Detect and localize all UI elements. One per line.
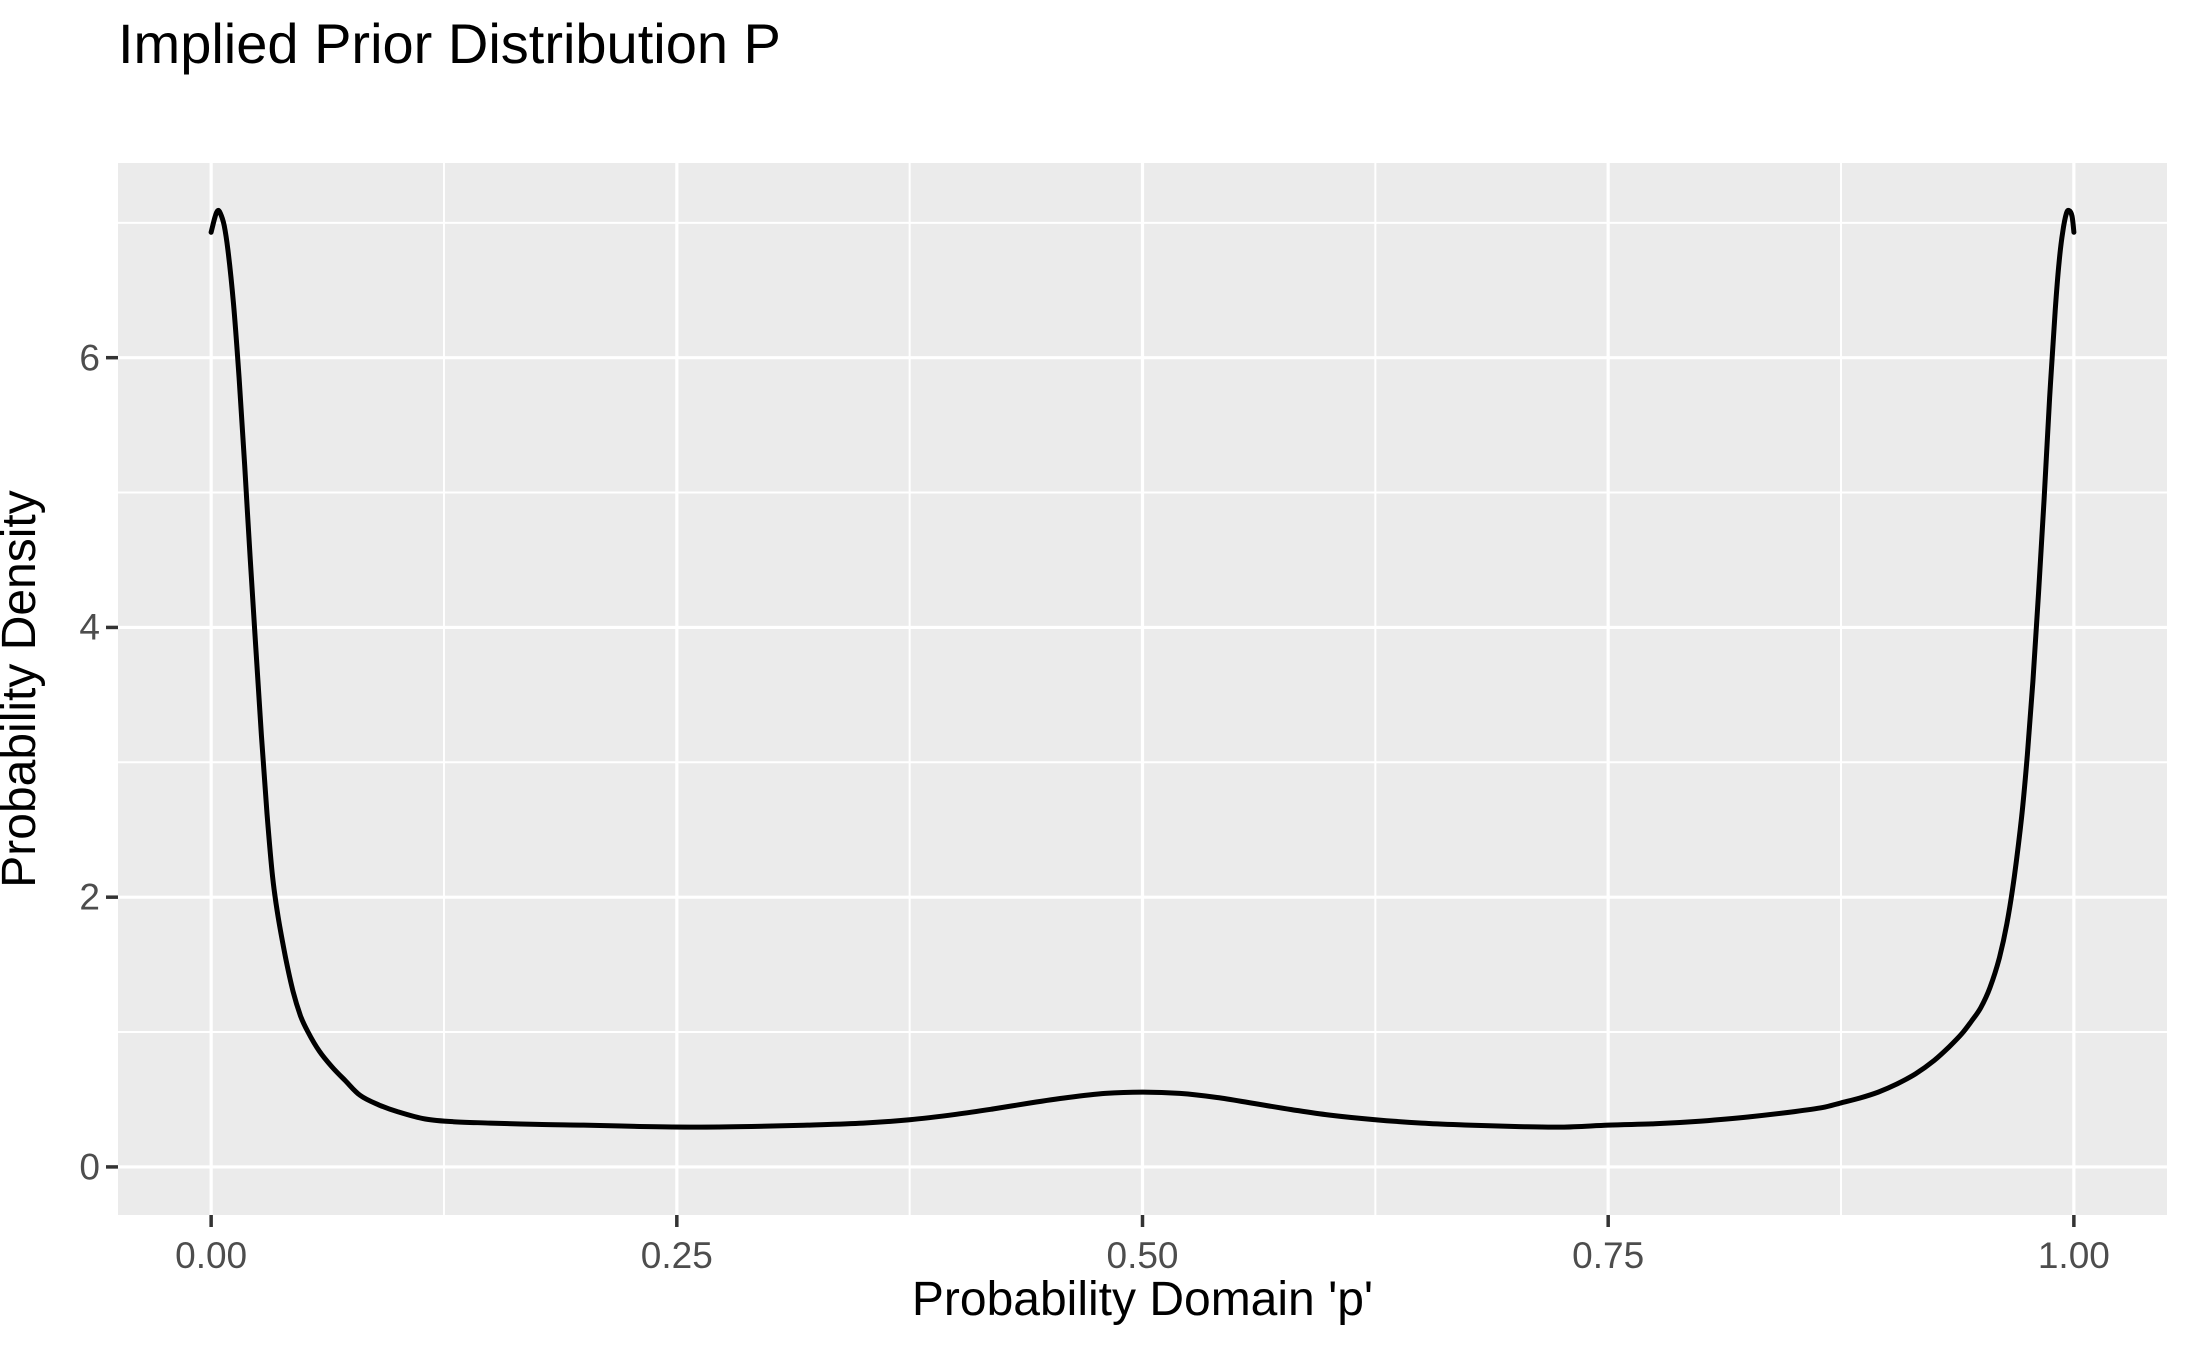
x-tick-label: 1.00	[2037, 1235, 2110, 1276]
x-tick-label: 0.50	[1106, 1235, 1179, 1276]
y-tick-label: 4	[79, 606, 100, 648]
y-tick-label: 0	[79, 1146, 100, 1188]
x-tick-label: 0.25	[640, 1235, 713, 1276]
x-tick-label: 0.00	[175, 1235, 248, 1276]
x-axis-title: Probability Domain 'p'	[0, 1276, 2187, 1324]
x-tick-label: 0.75	[1572, 1235, 1645, 1276]
density-curve	[208, 207, 2077, 1130]
x-axis-title-text: Probability Domain 'p'	[911, 1273, 1374, 1326]
plot-title: Implied Prior Distribution P	[118, 12, 781, 75]
y-tick-label: 2	[79, 876, 100, 918]
y-tick-label: 6	[79, 337, 100, 379]
